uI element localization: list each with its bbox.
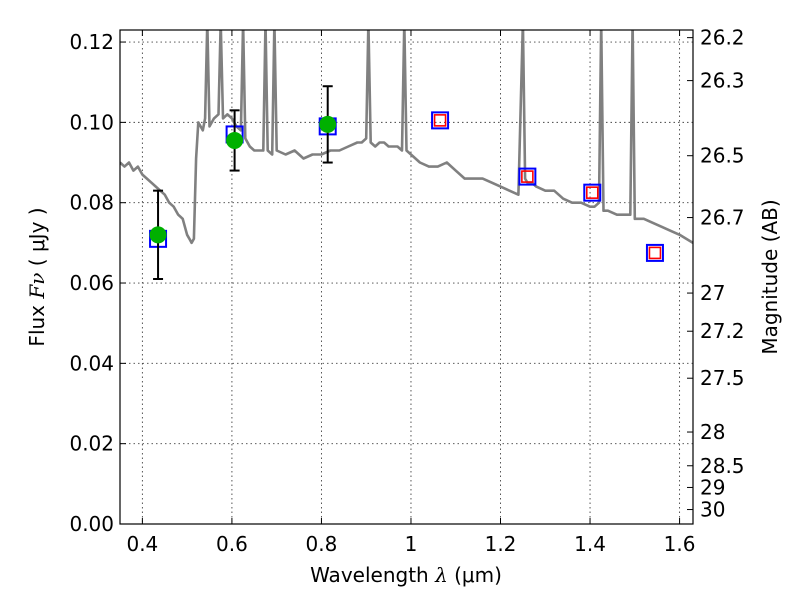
spectrum-line (120, 30, 693, 245)
y-tick-label: 0.06 (69, 271, 114, 295)
x-tick-label: 1.4 (574, 532, 606, 556)
x-tick-label: 1.2 (485, 532, 517, 556)
y-tick-label: 0.02 (69, 432, 114, 456)
model-square-red (648, 246, 662, 260)
model-square-blue (645, 243, 664, 262)
x-tick-label: 0.4 (126, 532, 158, 556)
y-tick-label: 0.04 (69, 351, 114, 375)
plot-frame (119, 29, 694, 525)
mag-tick-label: 27.5 (700, 366, 745, 390)
axis-ticks: 0.4 0.6 0.8 1 1.2 1.4 1.6 0.00 0.02 0.04 0.06 0.08 0… (69, 26, 744, 556)
model-square-red (521, 170, 534, 183)
x-axis-title-prefix: Wavelength (310, 563, 429, 587)
model-square-blue (583, 183, 602, 202)
y2-axis-title: Magnitude (AB) (758, 199, 782, 354)
mag-tick-label: 26.2 (700, 26, 745, 50)
mag-tick-label: 30 (700, 498, 725, 522)
y-axis-title-prefix: Flux (25, 305, 49, 347)
y-axis-title: Flux Fν ( μJy ) (25, 207, 49, 346)
y-tick-label: 0.08 (69, 191, 114, 215)
x-axis-title-unit: (μm) (454, 563, 502, 587)
x-tick-label: 1.6 (664, 532, 696, 556)
model-square-red (433, 114, 447, 127)
spectrum-series (120, 30, 693, 245)
mag-tick-label: 27 (700, 281, 725, 305)
grid-lines (120, 30, 693, 524)
x-axis-title: Wavelength λ (μm) (310, 563, 502, 587)
mag-tick-label: 28.5 (700, 454, 745, 478)
y-axis-title-unit: ( μJy ) (25, 207, 49, 266)
x-tick-label: 0.6 (216, 532, 248, 556)
mag-tick-label: 27.2 (700, 319, 745, 343)
mag-tick-label: 26.5 (700, 144, 745, 168)
observed-point (226, 131, 244, 149)
mag-tick-label: 26.7 (700, 206, 745, 230)
x-tick-label: 0.8 (306, 532, 338, 556)
model-square-blue (518, 167, 537, 186)
mag-tick-label: 26.3 (700, 69, 745, 93)
model-square-blue (431, 111, 450, 130)
observed-point (149, 226, 167, 244)
x-axis-title-symbol: λ (434, 563, 448, 587)
y-axis-title-symbol: Fν (25, 273, 49, 300)
y-tick-label: 0.12 (69, 30, 114, 54)
mag-tick-label: 29 (700, 475, 725, 499)
y-tick-label: 0.10 (69, 110, 114, 134)
observed-point (319, 115, 337, 133)
x-tick-label: 1 (405, 532, 418, 556)
y-tick-label: 0.00 (69, 512, 114, 536)
model-square-red (585, 186, 599, 199)
photometry-markers (149, 85, 664, 281)
mag-tick-label: 28 (700, 420, 725, 444)
